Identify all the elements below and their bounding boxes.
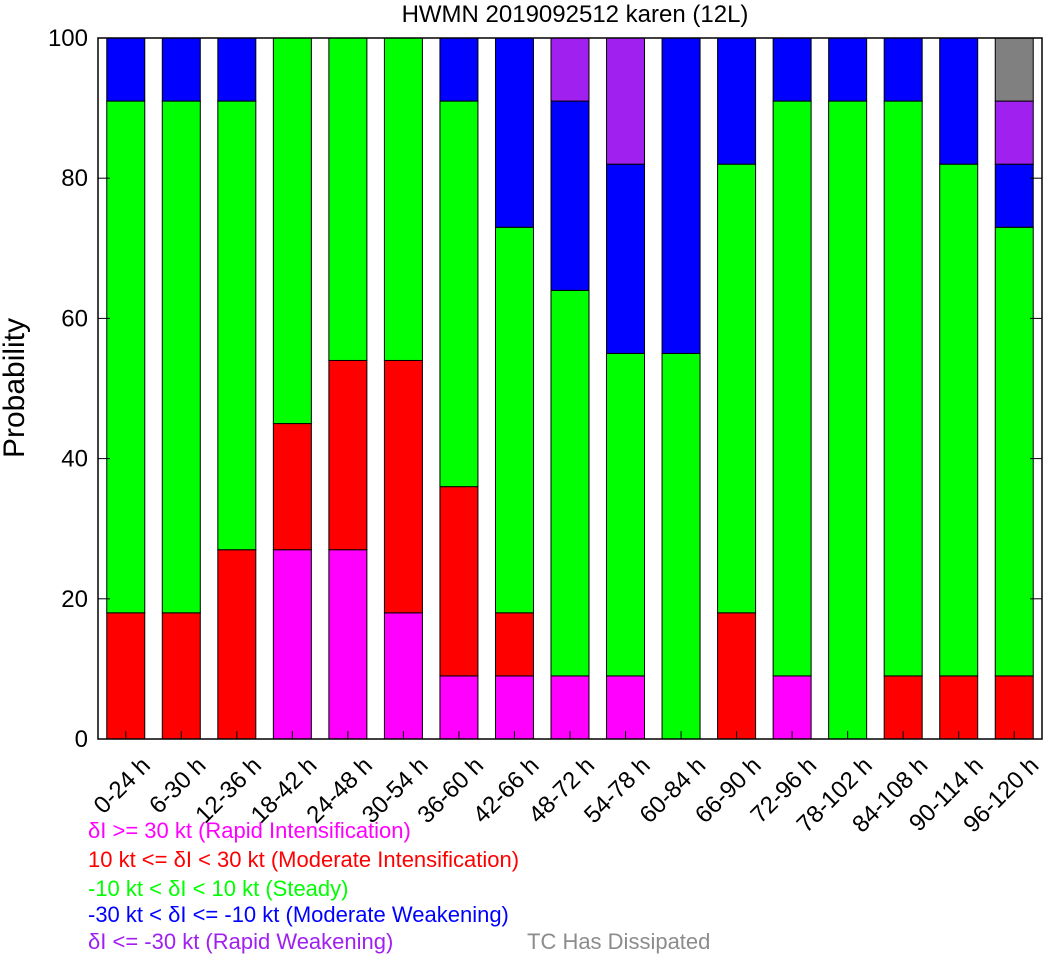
bar-segment-5-16 bbox=[994, 37, 1034, 102]
legend-entry-steady: -10 kt < δI < 10 kt (Steady) bbox=[88, 876, 349, 901]
bar-segment-3-6 bbox=[439, 37, 479, 102]
bar-segment-2-16 bbox=[994, 226, 1034, 677]
bar-segment-1-11 bbox=[717, 612, 757, 740]
bar-segment-3-11 bbox=[717, 37, 757, 165]
legend-entry-rapid-intensification: δI >= 30 kt (Rapid Intensification) bbox=[88, 818, 411, 843]
bar-segment-4-9 bbox=[606, 37, 646, 165]
bar-segment-2-2 bbox=[217, 100, 257, 551]
bar-segment-3-1 bbox=[161, 37, 201, 102]
bar-segment-2-11 bbox=[717, 163, 757, 614]
bar-segment-1-14 bbox=[883, 675, 923, 740]
x-tick-label: 0-24 h bbox=[89, 752, 156, 819]
bar-segment-4-16 bbox=[994, 100, 1034, 165]
bar-segment-2-8 bbox=[550, 289, 590, 677]
bar-segment-0-8 bbox=[550, 675, 590, 740]
bar-segment-2-13 bbox=[828, 100, 868, 740]
bar-segment-0-4 bbox=[328, 549, 368, 740]
bar-segment-0-12 bbox=[772, 675, 812, 740]
bar-segment-4-8 bbox=[550, 37, 590, 102]
bar-segment-2-10 bbox=[661, 352, 701, 740]
bar-segment-3-8 bbox=[550, 100, 590, 291]
bar-segment-3-10 bbox=[661, 37, 701, 354]
bar-segment-0-3 bbox=[272, 549, 312, 740]
bar-segment-2-12 bbox=[772, 100, 812, 677]
y-tick-label: 20 bbox=[61, 586, 88, 613]
bar-segment-1-0 bbox=[106, 612, 146, 740]
bar-segment-2-9 bbox=[606, 352, 646, 677]
bar-segment-0-9 bbox=[606, 675, 646, 740]
bar-segment-2-5 bbox=[383, 37, 423, 361]
bar-segment-3-16 bbox=[994, 163, 1034, 228]
bar-segment-3-2 bbox=[217, 37, 257, 102]
bar-segment-3-14 bbox=[883, 37, 923, 102]
bar-segment-1-7 bbox=[494, 612, 534, 677]
y-tick-label: 0 bbox=[75, 726, 88, 753]
bar-segment-2-15 bbox=[939, 163, 979, 677]
chart-title: HWMN 2019092512 karen (12L) bbox=[402, 1, 749, 28]
y-tick-label: 100 bbox=[48, 25, 88, 52]
bar-segment-2-7 bbox=[494, 226, 534, 614]
bar-segment-1-5 bbox=[383, 359, 423, 614]
bar-segment-1-3 bbox=[272, 423, 312, 551]
bar-segment-2-14 bbox=[883, 100, 923, 677]
bar-segment-3-7 bbox=[494, 37, 534, 228]
bar-segment-3-0 bbox=[106, 37, 146, 102]
bar-segment-0-5 bbox=[383, 612, 423, 740]
bar-segment-1-6 bbox=[439, 486, 479, 677]
y-axis-label: Probability bbox=[0, 318, 31, 458]
bar-segment-3-15 bbox=[939, 37, 979, 165]
bar-segment-1-16 bbox=[994, 675, 1034, 740]
bar-segment-1-2 bbox=[217, 549, 257, 740]
bar-segment-3-13 bbox=[828, 37, 868, 102]
bar-segment-0-7 bbox=[494, 675, 534, 740]
legend-entry-moderate-intensification: 10 kt <= δI < 30 kt (Moderate Intensific… bbox=[88, 847, 520, 872]
legend-entry-rapid-weakening: δI <= -30 kt (Rapid Weakening) bbox=[88, 929, 394, 954]
legend-entry-dissipated: TC Has Dissipated bbox=[527, 929, 711, 954]
legend-entry-moderate-weakening: -30 kt < δI <= -10 kt (Moderate Weakenin… bbox=[88, 902, 509, 927]
bar-segment-2-0 bbox=[106, 100, 146, 614]
bar-segment-1-1 bbox=[161, 612, 201, 740]
bar-segment-3-9 bbox=[606, 163, 646, 354]
bar-segment-2-6 bbox=[439, 100, 479, 488]
bar-segment-1-15 bbox=[939, 675, 979, 740]
y-tick-label: 60 bbox=[61, 305, 88, 332]
bar-segment-2-4 bbox=[328, 37, 368, 361]
y-tick-label: 80 bbox=[61, 165, 88, 192]
plot-frame bbox=[97, 37, 1043, 740]
bars-group bbox=[106, 37, 1034, 740]
bar-segment-2-1 bbox=[161, 100, 201, 614]
bar-segment-3-12 bbox=[772, 37, 812, 102]
bar-segment-2-3 bbox=[272, 37, 312, 425]
bar-segment-1-4 bbox=[328, 359, 368, 551]
bar-segment-0-6 bbox=[439, 675, 479, 740]
y-tick-label: 40 bbox=[61, 446, 88, 473]
